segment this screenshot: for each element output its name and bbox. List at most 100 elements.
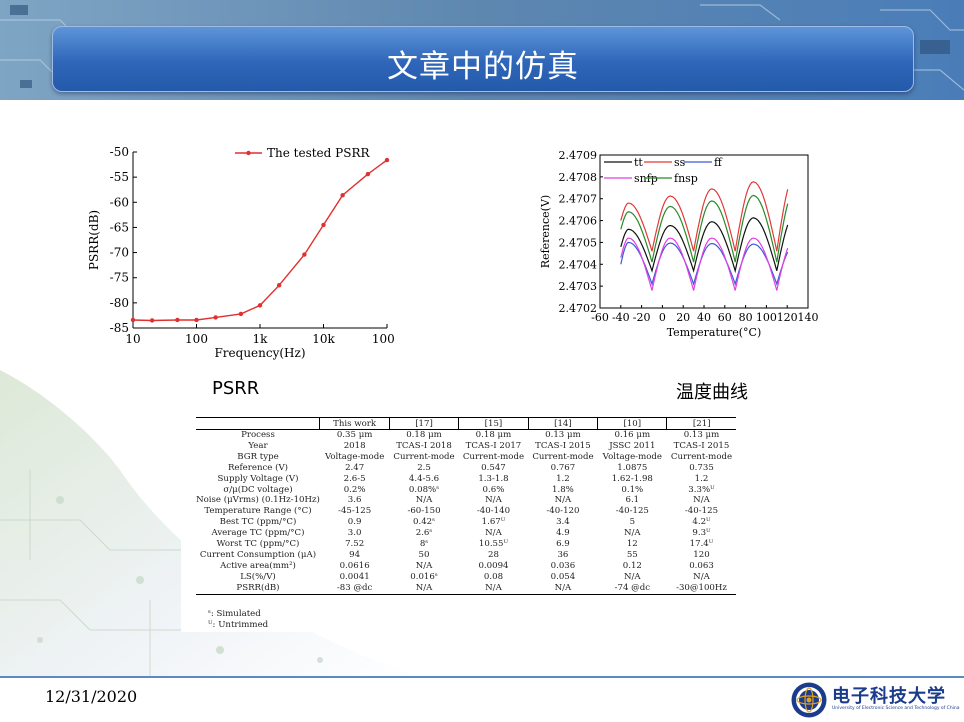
table-cell: Current-mode (670, 451, 733, 462)
psrr-x-tick-label: 100 (185, 332, 208, 346)
table-cell: -40-125 (684, 506, 719, 517)
psrr-data-point (384, 157, 390, 163)
university-subtitle: University of Electronic Science and Tec… (832, 706, 960, 711)
table-header: [14] (527, 417, 598, 430)
table-row-label: Active area(mm²) (220, 560, 296, 571)
temp-legend-label: tt (634, 156, 643, 169)
table-row-label: Reference (V) (227, 462, 289, 473)
temp-x-tick-label: -20 (633, 311, 651, 324)
table-header: [17] (388, 417, 459, 430)
table-cell: TCAS-I 2015 (535, 440, 591, 451)
table-header: This work (319, 417, 390, 430)
psrr-y-tick-label: -65 (110, 220, 129, 234)
table-cell: 0.735 (689, 462, 714, 473)
university-emblem-icon (791, 682, 827, 718)
psrr-y-tick-label: -50 (110, 145, 129, 159)
table-cell: TCAS-I 2017 (465, 440, 522, 451)
table-cell: 8ˢ (419, 539, 429, 550)
table-row: Year 2018 TCAS-I 2018 TCAS-I 2017 TCAS-I 201… (196, 441, 736, 452)
table-cell: 3.6 (347, 495, 362, 506)
temp-x-tick-label: 140 (798, 311, 819, 324)
table-cell: JSSC 2011 (609, 440, 656, 451)
psrr-y-tick-label: -55 (110, 170, 129, 184)
temp-y-tick-label: 2.4708 (559, 171, 598, 184)
table-cell: 7.52 (345, 539, 365, 550)
table-row-label: BGR type (237, 451, 279, 462)
psrr-data-point (340, 193, 345, 198)
table-row: Best TC (ppm/°C) 0.9 0.42ˢ 1.67ᵁ 3.4 5 4.2ᵁ (196, 517, 736, 528)
table-row: σ/μ(DC voltage) 0.2% 0.08%ˢ 0.6% 1.8% 0.1% 3.3… (196, 485, 736, 496)
table-cell: 0.547 (481, 462, 506, 473)
table-cell: TCAS-I 2018 (396, 440, 452, 451)
table-cell: -60-150 (407, 506, 441, 517)
table-cell: N/A (485, 495, 502, 506)
psrr-data-point (194, 317, 199, 323)
table-cell: 0.0616 (339, 560, 370, 571)
table-cell: 0.0041 (339, 571, 370, 582)
psrr-x-tick-label: 10 (125, 332, 140, 346)
temp-x-tick-label: -40 (612, 311, 630, 324)
table-cell: 12 (626, 539, 638, 550)
slide-date: 12/31/2020 (45, 687, 138, 706)
temp-y-tick-label: 2.4703 (559, 280, 598, 293)
table-cell: 6.9 (556, 539, 570, 550)
table-cell: 28 (488, 550, 499, 561)
table-row-label: PSRR(dB) (196, 582, 320, 595)
table-cell: N/A (485, 528, 502, 539)
table-cell: 120 (693, 550, 710, 561)
temp-legend-label: ff (714, 156, 723, 169)
table-cell: N/A (415, 560, 433, 571)
temp-y-tick-label: 2.4707 (559, 193, 598, 206)
table-cell: Current-mode (393, 451, 455, 462)
table-cell: 2018 (343, 440, 366, 451)
table-row: LS(%/V) 0.0041 0.016ˢ 0.08 0.054 N/A N/A (196, 572, 736, 583)
table-row-label: Current Consumption (μA) (199, 550, 317, 561)
temp-y-axis-label: Reference(V) (540, 195, 552, 268)
psrr-y-tick-label: -70 (110, 246, 129, 260)
table-cell: 0.18 μm (475, 430, 512, 440)
table-row: BGR type Voltage-mode Current-mode Current-… (196, 452, 736, 463)
table-cell: 36 (557, 550, 569, 561)
table-cell: -40-140 (476, 506, 511, 517)
psrr-data-point (149, 318, 155, 323)
psrr-data-point (276, 283, 282, 288)
table-header-blank (196, 417, 320, 430)
table-cell: 0.18 μm (406, 430, 442, 440)
table-cell: N/A (458, 582, 529, 595)
table-cell: 4.2ᵁ (692, 517, 711, 528)
table-header: [10] (597, 417, 667, 430)
psrr-x-tick-label: 1k (253, 332, 269, 346)
psrr-data-point (365, 171, 371, 177)
psrr-y-axis-label: PSRR(dB) (87, 210, 101, 270)
university-logo: 电子科技大学 University of Electronic Science … (790, 680, 960, 720)
table-row: Temperature Range (°C) -45-125 -60-150 -40-… (196, 506, 736, 517)
table-row-label: Year (248, 440, 268, 451)
table-cell: -30@100Hz (666, 582, 736, 595)
psrr-data-point (321, 222, 326, 228)
table-cell: N/A (528, 582, 598, 595)
table-cell: N/A (624, 571, 641, 582)
table-cell: 0.12 (622, 560, 642, 571)
table-cell: 10.55ᵁ (478, 539, 509, 550)
psrr-legend-label: The tested PSRR (267, 146, 370, 160)
table-cell: 94 (349, 550, 361, 561)
table-cell: -83 @dc (319, 582, 390, 595)
table-row: Active area(mm²) 0.0616 N/A 0.0094 0.036 0.12… (196, 561, 736, 572)
table-cell: 50 (418, 550, 430, 561)
table-cell: 1.8% (552, 484, 574, 495)
temp-x-tick-label: 40 (697, 311, 711, 324)
psrr-data-point (130, 317, 136, 323)
table-cell: -45-125 (338, 506, 372, 517)
table-cell: 0.13 μm (683, 430, 720, 440)
table-cell: 2.47 (345, 462, 365, 473)
comparison-table: This work [17] [15] [14] [10] [21] Process 0.3… (196, 417, 736, 595)
psrr-y-tick-label: -60 (110, 195, 129, 209)
table-row-label: Supply Voltage (V) (217, 473, 299, 484)
table-row: Average TC (ppm/°C) 3.0 2.6ˢ N/A 4.9 N/A 9.3ᵁ (196, 528, 736, 539)
temp-x-tick-label: 20 (676, 311, 690, 324)
temp-series-line-fnsp (620, 194, 789, 263)
table-row: Current Consumption (μA) 94 50 28 36 55 120 (196, 550, 736, 561)
table-cell: 1.62-1.98 (611, 473, 653, 484)
table-row-label: Worst TC (ppm/°C) (216, 539, 300, 550)
